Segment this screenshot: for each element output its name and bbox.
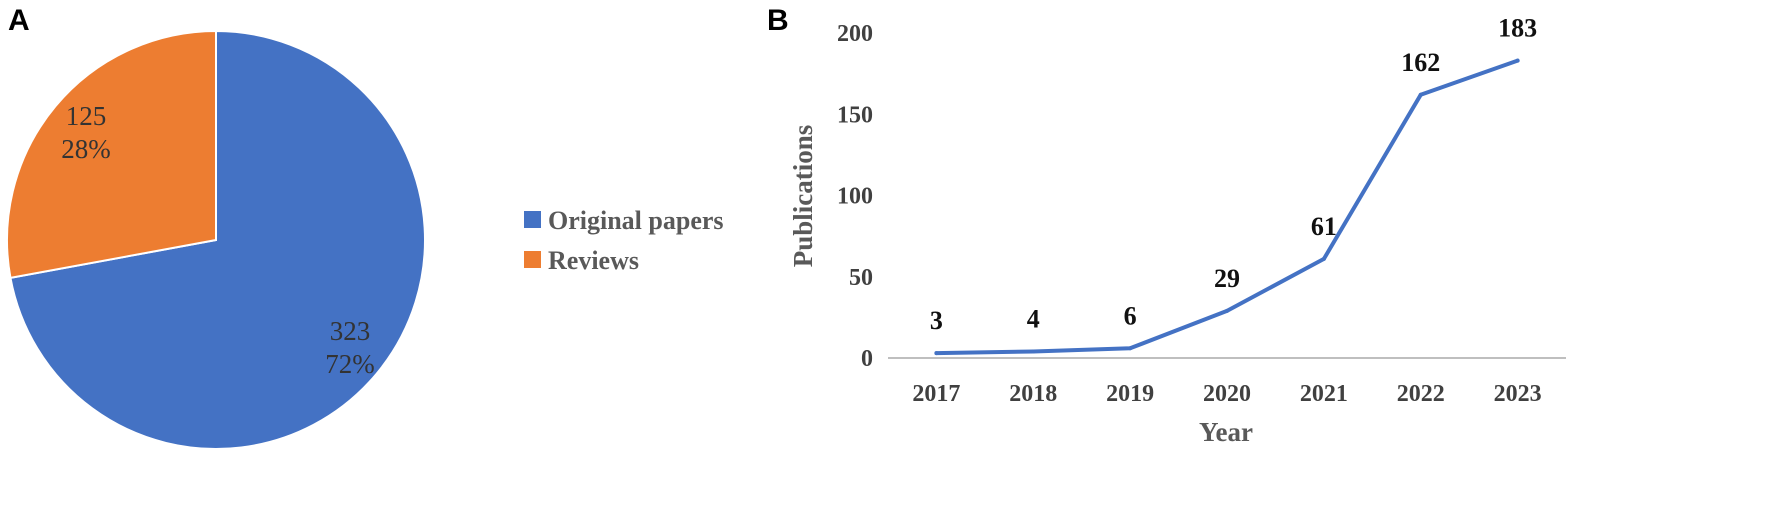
pie-legend: Original papers Reviews	[524, 206, 724, 275]
x-tick-label-2018: 2018	[1009, 381, 1057, 407]
legend-swatch-reviews	[524, 251, 541, 268]
panel-b-letter: B	[767, 4, 789, 37]
line-point-2018	[1031, 349, 1036, 354]
line-data-labels: 3 4 6 29 61 162 183	[930, 14, 1537, 336]
line-point-2023	[1515, 58, 1520, 63]
data-label-2021: 61	[1311, 212, 1337, 241]
data-label-2023: 183	[1498, 14, 1537, 43]
data-label-2017: 3	[930, 306, 943, 335]
legend-label-original-papers: Original papers	[548, 206, 724, 235]
pie-value-label-reviews: 125	[66, 101, 107, 131]
line-point-2019	[1128, 346, 1133, 351]
x-tick-label-2022: 2022	[1397, 381, 1445, 407]
y-tick-label-50: 50	[849, 265, 873, 291]
data-label-2019: 6	[1124, 301, 1137, 330]
data-label-2018: 4	[1027, 305, 1040, 334]
x-tick-labels: 2017 2018 2019 2020 2021 2022 2023	[912, 381, 1541, 407]
legend-swatch-original-papers	[524, 211, 541, 228]
panel-a-letter: A	[8, 4, 30, 37]
line-point-2022	[1418, 92, 1423, 97]
pie-slice-reviews	[6, 29, 217, 280]
data-label-2020: 29	[1214, 264, 1240, 293]
line-point-2021	[1321, 256, 1326, 261]
y-axis-title: Publications	[788, 125, 818, 268]
pie-slice-original-papers	[9, 29, 426, 450]
y-tick-labels: 0 50 100 150 200	[837, 21, 873, 372]
legend-label-reviews: Reviews	[548, 246, 639, 275]
y-tick-label-150: 150	[837, 102, 873, 128]
x-tick-label-2021: 2021	[1300, 381, 1348, 407]
line-point-2017	[934, 351, 939, 356]
x-tick-label-2020: 2020	[1203, 381, 1251, 407]
x-tick-label-2017: 2017	[912, 381, 960, 407]
x-tick-label-2023: 2023	[1494, 381, 1542, 407]
line-points	[934, 58, 1520, 356]
x-tick-label-2019: 2019	[1106, 381, 1154, 407]
x-axis-title: Year	[1199, 417, 1253, 447]
y-tick-label-0: 0	[861, 346, 873, 372]
pie-percent-label-original-papers: 72%	[325, 349, 375, 379]
y-tick-label-200: 200	[837, 21, 873, 47]
pie-value-label-original-papers: 323	[330, 316, 371, 346]
data-label-2022: 162	[1401, 48, 1440, 77]
pie-percent-label-reviews: 28%	[61, 134, 111, 164]
pie-slices	[6, 29, 426, 450]
line-point-2020	[1225, 308, 1229, 313]
y-tick-label-100: 100	[837, 184, 873, 210]
